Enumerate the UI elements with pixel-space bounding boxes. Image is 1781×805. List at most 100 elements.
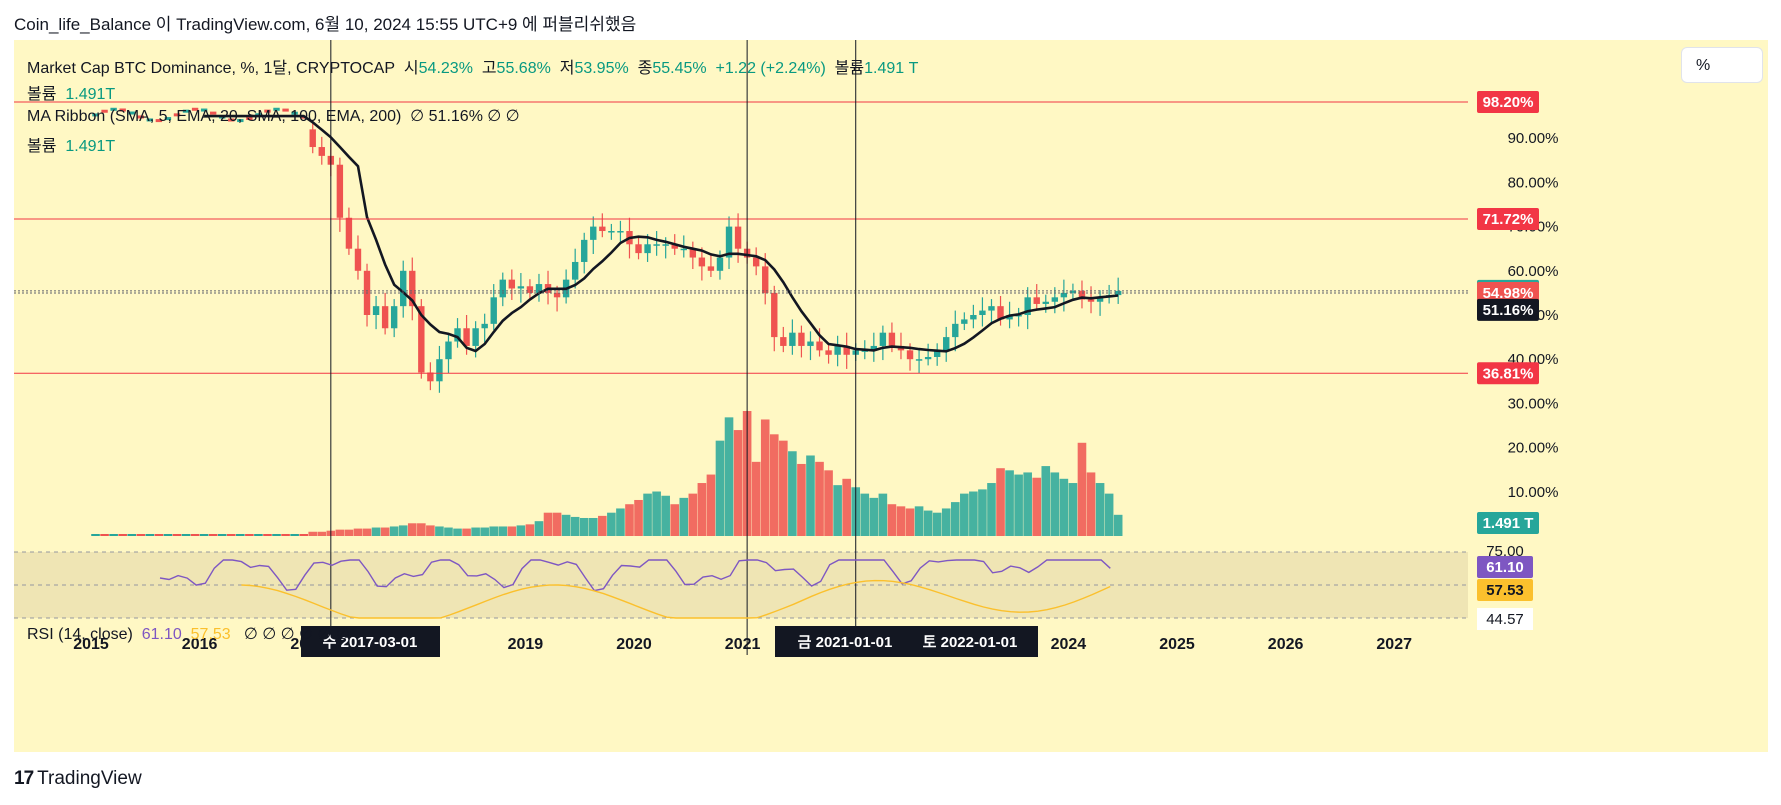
volume-bar [109, 534, 118, 536]
candle-body [164, 117, 172, 121]
unit-selector[interactable]: % [1681, 47, 1763, 83]
candle-body [861, 350, 868, 352]
level-tag [1477, 207, 1539, 230]
rsi-tag [1477, 579, 1533, 601]
year-tick: 2016 [182, 636, 218, 653]
volume-bar [598, 515, 607, 536]
rsi-tick-bg [1477, 608, 1533, 630]
rsi-tag [1477, 556, 1533, 578]
candle-body [92, 113, 99, 117]
candle-body [463, 328, 470, 346]
volume-bar [751, 461, 761, 536]
level-tag-label: 71.72% [1483, 211, 1534, 228]
volume-bar [670, 504, 680, 536]
candle-body [418, 306, 425, 373]
candle-body [581, 239, 588, 262]
rsi-legend[interactable]: RSI (14, close) 61.10 57.53 ∅ ∅ ∅ ∅ ∅ ∅ [27, 624, 350, 644]
candle-body [508, 279, 516, 289]
candle-body [1042, 301, 1049, 304]
volume-bar [435, 526, 444, 536]
candle-body [671, 244, 678, 249]
rsi-tick: 44.57 [1486, 611, 1524, 628]
candle-body [698, 257, 706, 267]
rsi-tag-label: 57.53 [1486, 582, 1524, 599]
price-tick: 60.00% [1508, 263, 1559, 280]
volume-bar [1104, 493, 1114, 536]
candle-body [182, 109, 190, 113]
candle-body [834, 345, 841, 355]
candle-body [707, 266, 715, 271]
volume-bar [932, 512, 942, 536]
candle-body [617, 231, 624, 233]
candle-body [481, 323, 488, 329]
value-tag-label: 51.16% [1483, 302, 1534, 319]
candle-body [427, 372, 434, 382]
candle-body [336, 164, 344, 218]
volume-bar [570, 516, 580, 536]
volume-bar [960, 493, 969, 536]
date-tag [775, 626, 1038, 657]
logo-mark-icon: 17 [14, 768, 34, 789]
volume-bar [525, 524, 535, 536]
candle-body [173, 113, 181, 117]
candle-body [644, 244, 651, 254]
volume-bar [272, 534, 281, 536]
volume-bar [154, 534, 164, 536]
candle-body [228, 118, 235, 122]
volume-bar [480, 527, 489, 536]
vol-label: 볼륨 [27, 86, 57, 103]
candle-body [454, 328, 461, 342]
volume-bar [299, 534, 308, 536]
main-legend[interactable]: Market Cap BTC Dominance, %, 1달, CRYPTOC… [27, 54, 918, 78]
volume-bar [869, 497, 879, 536]
volume-bar [335, 529, 345, 536]
volume-bar [616, 508, 625, 536]
volume-legend-2[interactable]: 볼륨 1.491T [27, 132, 115, 156]
volume-bar [507, 526, 517, 536]
volume-bar [887, 504, 897, 536]
value-tag [1477, 281, 1539, 304]
volume-bar [679, 497, 689, 536]
year-tick: 2015 [73, 636, 109, 653]
volume-bar [498, 526, 508, 536]
ma-legend[interactable]: MA Ribbon (SMA, 5, EMA, 20, SMA, 100, EM… [27, 106, 520, 126]
candle-body [870, 345, 878, 351]
candle-body [318, 147, 325, 156]
candle-body [961, 319, 968, 324]
main-title: Market Cap BTC Dominance, %, 1달, CRYPTOC… [27, 60, 396, 77]
volume-bar [489, 526, 499, 536]
volume-bar [652, 491, 661, 536]
volume-bar [824, 470, 833, 536]
volume-bar [1068, 483, 1078, 536]
volume-bar [127, 534, 137, 536]
candle-body [1078, 290, 1086, 300]
volume-bar [371, 527, 381, 536]
volume-bar [1113, 514, 1123, 536]
volume-bar [724, 417, 734, 536]
volume-bar [1095, 483, 1105, 536]
high-label: 고 [481, 60, 497, 77]
candle-body [843, 345, 850, 355]
candle-body [571, 261, 579, 280]
candle-body [825, 350, 832, 355]
candle-body [282, 108, 289, 112]
level-tag-label: 98.20% [1483, 94, 1534, 111]
volume-bar [923, 510, 933, 536]
low-label: 저 [559, 60, 575, 77]
volume-bar [779, 440, 788, 536]
tradingview-logo[interactable]: 17 TradingView [14, 768, 142, 790]
candle-body [734, 226, 742, 249]
candle-body [933, 350, 941, 357]
year-tick: 2027 [1376, 636, 1412, 653]
rsi-tag-label: 61.10 [1486, 559, 1524, 576]
volume-bar [516, 525, 526, 536]
volume-bar [317, 531, 327, 536]
volume-legend[interactable]: 볼륨 1.491T [27, 80, 115, 104]
volume-bar [91, 534, 100, 536]
candle-body [590, 226, 597, 240]
candle-body [662, 244, 669, 246]
level-tag-label: 36.81% [1483, 365, 1534, 382]
volume-bar [661, 495, 670, 536]
price-tick: 20.00% [1508, 440, 1559, 457]
